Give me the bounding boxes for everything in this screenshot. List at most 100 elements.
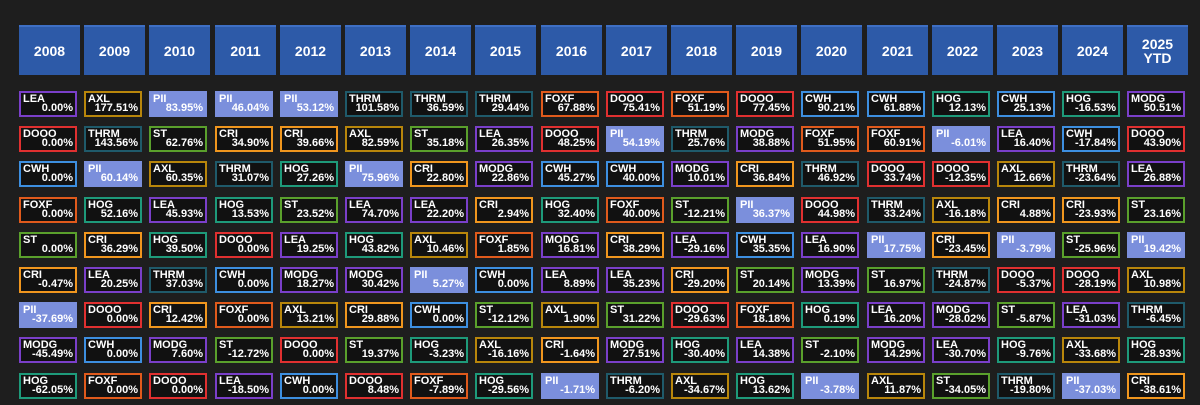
cell-axl: AXL 177.51% — [84, 91, 142, 117]
return-label: -12.35% — [945, 172, 986, 184]
return-label: 22.86% — [491, 172, 529, 184]
cell-dooo: DOOO 0.00% — [280, 337, 338, 363]
cell-lea: LEA 45.93% — [149, 197, 207, 223]
return-label: 31.22% — [622, 313, 660, 325]
return-label: -3.23% — [429, 348, 464, 360]
ticker-label: ST — [675, 199, 690, 211]
ticker-label: PII — [88, 163, 102, 175]
return-label: 12.42% — [165, 313, 203, 325]
ticker-label: MODG — [349, 269, 384, 281]
ticker-label: HOG — [805, 304, 831, 316]
return-label: 5.27% — [432, 278, 464, 290]
return-label: -23.93% — [1075, 208, 1116, 220]
ticker-label: ST — [1131, 199, 1146, 211]
ticker-label: AXL — [936, 199, 958, 211]
cell-cwh: CWH 90.21% — [801, 91, 859, 117]
column-header: 2024 — [1062, 25, 1123, 75]
cell-lea: LEA -18.50% — [215, 373, 273, 399]
column-header: 2021 — [867, 25, 928, 75]
cell-pii: PII -1.71% — [541, 373, 599, 399]
return-label: 43.90% — [1143, 137, 1181, 149]
return-label: 26.35% — [491, 137, 529, 149]
return-label: 10.98% — [1143, 278, 1181, 290]
return-label: -38.61% — [1140, 384, 1181, 396]
ticker-label: FOXF — [545, 93, 575, 105]
return-label: 18.18% — [752, 313, 790, 325]
cell-cri: CRI 38.29% — [606, 232, 664, 258]
return-label: 40.00% — [622, 172, 660, 184]
ticker-label: THRM — [805, 163, 837, 175]
ticker-label: CRI — [23, 269, 42, 281]
return-label: 1.85% — [497, 243, 529, 255]
ticker-label: ST — [349, 339, 364, 351]
ticker-label: CRI — [219, 128, 238, 140]
return-label: 51.19% — [687, 102, 725, 114]
ticker-label: FOXF — [805, 128, 835, 140]
cell-modg: MODG 22.86% — [475, 161, 533, 187]
return-label: 29.44% — [491, 102, 529, 114]
cell-dooo: DOOO 0.00% — [19, 126, 77, 152]
cell-hog: HOG -30.40% — [671, 337, 729, 363]
cell-lea: LEA 16.90% — [801, 232, 859, 258]
cell-pii: PII -6.01% — [932, 126, 990, 152]
ticker-label: THRM — [1066, 163, 1098, 175]
ticker-label: DOOO — [1131, 128, 1165, 140]
ticker-label: AXL — [1001, 163, 1023, 175]
return-label: -5.37% — [1016, 278, 1051, 290]
ticker-label: DOOO — [153, 375, 187, 387]
cell-hog: HOG 52.16% — [84, 197, 142, 223]
return-label: -0.47% — [38, 278, 73, 290]
return-label: 83.95% — [165, 102, 203, 114]
return-label: 0.00% — [237, 278, 269, 290]
return-label: 14.38% — [752, 348, 790, 360]
cell-modg: MODG -28.02% — [932, 302, 990, 328]
return-label: 25.13% — [1013, 102, 1051, 114]
cell-st: ST 16.97% — [867, 267, 925, 293]
ticker-label: PII — [936, 128, 950, 140]
return-label: 52.16% — [100, 208, 138, 220]
cell-thrm: THRM 46.92% — [801, 161, 859, 187]
return-label: 60.14% — [100, 172, 138, 184]
ticker-label: HOG — [936, 93, 962, 105]
ticker-label: LEA — [936, 339, 958, 351]
cell-cri: CRI 36.84% — [736, 161, 794, 187]
return-label: 0.00% — [237, 243, 269, 255]
ticker-label: AXL — [479, 339, 501, 351]
ticker-label: THRM — [1131, 304, 1163, 316]
cell-lea: LEA 14.38% — [736, 337, 794, 363]
column-header: 2013 — [345, 25, 406, 75]
cell-cri: CRI 2.94% — [475, 197, 533, 223]
cell-cri: CRI 29.88% — [345, 302, 403, 328]
return-label: -9.76% — [1016, 348, 1051, 360]
ticker-label: HOG — [545, 199, 571, 211]
cell-dooo: DOOO -28.19% — [1062, 267, 1120, 293]
return-label: -33.68% — [1075, 348, 1116, 360]
return-label: 29.88% — [361, 313, 399, 325]
cell-modg: MODG 7.60% — [149, 337, 207, 363]
cell-pii: PII 53.12% — [280, 91, 338, 117]
cell-dooo: DOOO 0.00% — [149, 373, 207, 399]
return-label: 13.53% — [231, 208, 269, 220]
return-label: -28.93% — [1140, 348, 1181, 360]
ticker-label: DOOO — [219, 234, 253, 246]
ticker-label: THRM — [349, 93, 381, 105]
return-label: 51.95% — [817, 137, 855, 149]
cell-cwh: CWH 0.00% — [84, 337, 142, 363]
ticker-label: HOG — [349, 234, 375, 246]
return-label: 0.00% — [432, 313, 464, 325]
cell-modg: MODG 18.27% — [280, 267, 338, 293]
return-label: 20.25% — [100, 278, 138, 290]
return-label: -28.02% — [945, 313, 986, 325]
ticker-label: CWH — [23, 163, 50, 175]
return-label: 0.00% — [106, 348, 138, 360]
cell-axl: AXL -16.16% — [475, 337, 533, 363]
ticker-label: PII — [740, 199, 754, 211]
column-header: 2014 — [410, 25, 471, 75]
cell-pii: PII 19.42% — [1127, 232, 1185, 258]
ticker-label: HOG — [153, 234, 179, 246]
cell-cri: CRI 39.66% — [280, 126, 338, 152]
return-label: -30.40% — [684, 348, 725, 360]
column-header: 2018 — [671, 25, 732, 75]
cell-cwh: CWH 40.00% — [606, 161, 664, 187]
cell-lea: LEA 74.70% — [345, 197, 403, 223]
